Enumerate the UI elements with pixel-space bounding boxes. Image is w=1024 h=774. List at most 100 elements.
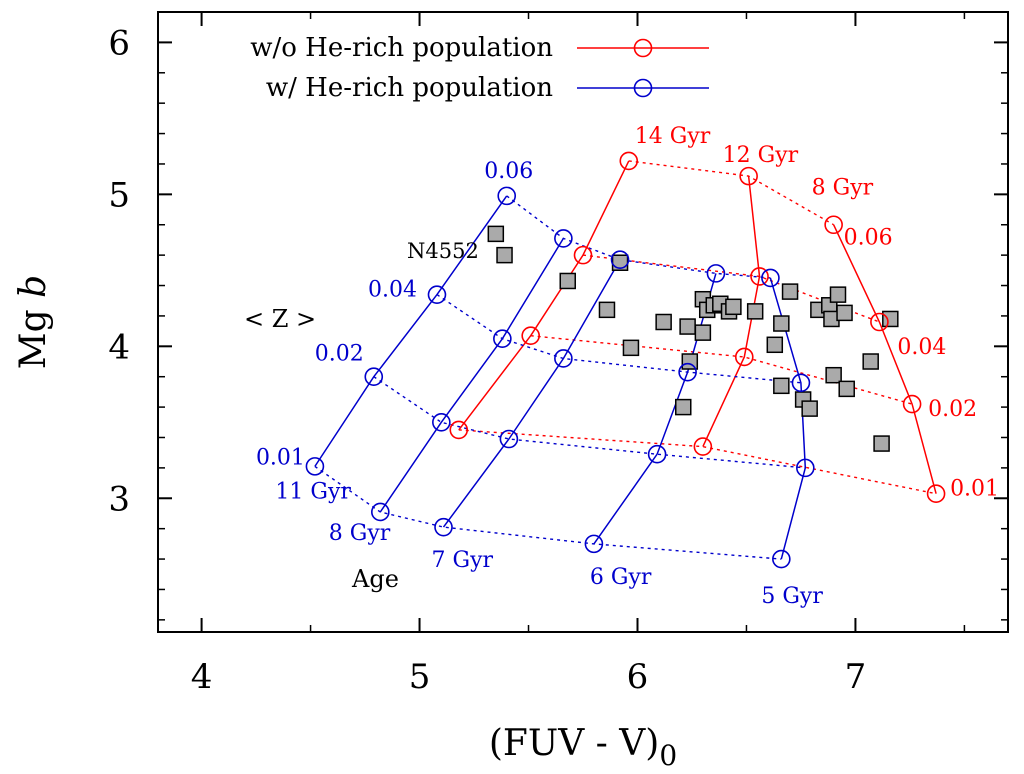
observed-point-7 [679,318,696,335]
y-tick-label-2: 5 [108,175,130,215]
blue-model-point-4-2 [791,373,811,393]
red-z-label-1: 0.04 [897,335,946,360]
x-axis-label-subscript: 0 [659,739,677,772]
observed-point-6 [655,313,672,331]
red-model-point-0-0 [449,420,469,440]
plot-frame [157,11,1009,633]
observed-point-17 [746,303,764,320]
blue-model-point-3-2 [678,362,697,382]
observed-point-16 [725,298,742,316]
blue-age-label-4: 5 Gyr [761,584,823,609]
red-model-point-2-1 [902,394,922,414]
y-tick-label-1: 4 [108,327,130,367]
red-z-line-2 [582,254,880,323]
red-model-point-0-1 [521,326,540,345]
blue-model-point-2-1 [499,429,519,449]
blue-model-point-2-0 [434,517,453,537]
observed-point-32 [873,435,890,452]
blue-model-point-1-1 [432,412,451,432]
blue-age-label-3: 6 Gyr [590,565,652,590]
red-z-line-1 [530,335,913,405]
blue-model-point-1-3 [554,229,573,248]
blue-model-point-1-0 [371,502,390,522]
observed-point-10 [694,324,712,341]
red-model-point-0-2 [573,245,593,265]
red-model-point-2-3 [824,215,843,235]
blue-z-label-2: 0.02 [315,342,364,367]
observed-point-5 [622,339,640,357]
blue-model-point-0-3 [497,186,517,206]
red-model-point-1-0 [693,437,713,456]
observed-point-0 [487,225,505,243]
observed-point-1 [496,246,513,264]
observed-point-9 [675,398,692,416]
observed-point-27 [825,366,842,384]
blue-model-point-1-2 [493,329,512,349]
blue-age-line-3 [593,273,717,545]
legend-label-0: w/o He-rich population [250,33,553,63]
y-tick-label-3: 6 [108,23,130,63]
observed-point-29 [836,304,853,322]
observed-point-33 [882,310,899,328]
red-age-label-0: 14 Gyr [635,124,711,149]
blue-z-label-1: 0.04 [368,278,417,303]
blue-z-line-3 [506,195,771,279]
blue-model-point-0-2 [427,285,447,304]
red-z-label-3: 0.01 [950,477,999,502]
blue-model-point-0-1 [364,367,384,387]
red-model-point-1-1 [734,347,754,367]
red-age-line-2 [832,224,937,494]
observed-point-21 [781,283,799,300]
x-tick-label-2: 6 [627,657,649,697]
y-tick-label-0: 3 [108,479,130,519]
observed-point-28 [829,286,847,303]
age-label: Age [351,565,399,593]
red-age-label-2: 8 Gyr [812,176,874,201]
blue-model-point-2-3 [610,250,630,269]
blue-z-label-0: 0.06 [484,159,533,184]
observed-point-23 [801,400,818,417]
observed-point-31 [862,353,879,370]
blue-model-point-2-2 [554,349,573,368]
red-age-line-0 [458,160,630,431]
observed-point-3 [559,272,576,290]
blue-z-line-1 [373,376,806,469]
red-model-point-1-2 [750,267,769,286]
red-model-point-0-3 [619,151,639,171]
blue-model-point-3-1 [647,444,667,464]
blue-age-label-2: 7 Gyr [432,548,494,573]
blue-age-label-1: 8 Gyr [329,521,391,546]
red-model-point-1-3 [739,166,758,186]
red-z-label-0: 0.06 [844,226,893,251]
blue-model-point-3-0 [584,534,604,554]
red-z-label-2: 0.02 [928,397,977,422]
blue-model-point-4-3 [761,268,780,288]
blue-model-point-0-0 [305,457,325,476]
x-tick-label-3: 7 [845,657,867,697]
blue-age-line-0 [314,195,508,467]
y-axis-label: Mg b [13,275,54,369]
blue-z-line-0 [314,465,782,560]
metallicity-label: < Z > [244,305,316,333]
legend-marker-1 [633,78,653,98]
red-model-point-2-0 [926,484,946,504]
legend-label-1: w/ He-rich population [266,73,553,103]
blue-age-label-0: 11 Gyr [275,479,351,504]
observed-point-19 [773,315,790,332]
legend-marker-0 [633,38,653,58]
red-model-point-2-2 [870,312,889,332]
observed-point-4 [598,301,616,319]
red-z-line-3 [628,160,834,226]
object-label-n4552: N4552 [407,239,479,263]
blue-z-label-3: 0.01 [256,445,305,470]
blue-age-line-1 [379,238,565,513]
blue-model-point-4-0 [772,549,791,569]
y-axis-label-italic: b [13,275,54,298]
blue-model-point-3-3 [706,264,726,283]
blue-z-line-2 [436,294,801,384]
observed-point-20 [773,377,790,395]
observed-point-30 [838,380,855,398]
x-axis-label: (FUV - V)0 [489,723,677,772]
x-tick-label-1: 5 [409,657,431,697]
